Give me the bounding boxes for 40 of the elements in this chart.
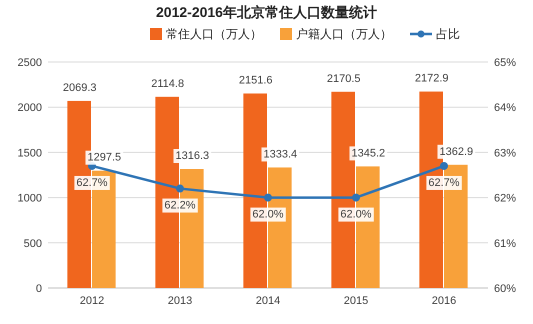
data-label: 1362.9 [439, 146, 474, 158]
x-tick-label: 2014 [256, 295, 280, 307]
data-label: 62.0% [340, 208, 372, 221]
y2-tick-label: 63% [494, 147, 516, 160]
data-label: 62.7% [76, 176, 108, 189]
y-tick-label: 1000 [18, 192, 42, 205]
x-tick-label: 2013 [168, 295, 192, 307]
legend-label: 常住人口（万人） [166, 27, 262, 41]
y-tick-label: 2500 [18, 57, 42, 69]
y-tick-label: 2000 [18, 102, 42, 114]
x-tick-label: 2012 [80, 295, 104, 307]
y2-tick-label: 64% [494, 102, 516, 114]
point [440, 162, 448, 170]
data-label: 1316.3 [175, 150, 210, 162]
y-tick-label: 0 [36, 283, 42, 295]
y2-tick-label: 62% [494, 192, 516, 205]
data-label: 2170.5 [326, 72, 361, 85]
y-tick-label: 500 [24, 238, 42, 250]
chart-title: 2012-2016年北京常住人口数量统计 [156, 4, 377, 20]
point [352, 194, 360, 202]
legend-label: 占比 [436, 27, 460, 41]
data-label: 62.2% [164, 200, 196, 212]
x-tick-label: 2015 [344, 295, 368, 307]
y2-tick-label: 60% [494, 283, 516, 295]
y2-tick-label: 65% [494, 57, 516, 69]
data-label: 2172.9 [414, 72, 449, 85]
y-tick-label: 1500 [18, 147, 42, 160]
data-label: 1297.5 [87, 152, 122, 164]
point [264, 194, 272, 202]
legend-label: 户籍人口（万人） [296, 27, 392, 41]
x-tick-label: 2016 [432, 295, 456, 307]
point [176, 184, 184, 193]
data-label: 1345.2 [351, 147, 386, 160]
data-label: 1333.4 [263, 148, 298, 160]
y2-tick-label: 61% [494, 238, 516, 250]
data-label: 62.7% [428, 176, 460, 189]
data-label: 2114.8 [151, 78, 184, 90]
data-label: 62.0% [252, 208, 284, 221]
data-label: 2069.3 [62, 82, 97, 94]
data-label: 2151.6 [238, 74, 273, 86]
